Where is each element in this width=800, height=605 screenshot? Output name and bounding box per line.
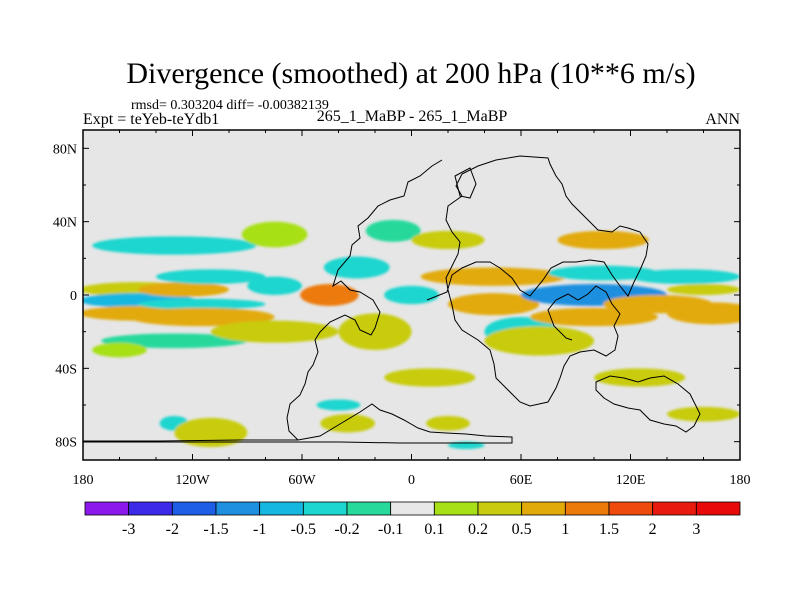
season-label: ANN [705,111,740,128]
colorbar-swatch [128,501,173,516]
colorbar-swatch [390,501,435,516]
field-region-12 [247,276,302,296]
colorbar-label: 1 [561,521,569,538]
colorbar-swatch [302,501,348,516]
y-tick-label: 0 [70,289,77,304]
field-region-9 [101,333,248,349]
coastlines [83,155,701,444]
axis-ticks: 180 120W 60W 0 60E 120E 180 80N 40N 0 40S 80S [53,130,751,488]
field-region-31 [667,284,740,295]
colorbar-label: -1 [253,521,266,538]
field-region-33 [594,368,686,387]
field-region-7 [137,298,266,310]
field-region-35 [316,399,361,411]
x-tick-label: 120E [616,473,646,488]
stats-text: rmsd= 0.303204 diff= -0.00382139 [131,98,329,113]
field-region-24 [484,326,594,356]
colorbar-swatch [84,501,130,516]
colorbar-swatch [259,501,304,516]
chart-title: Divergence (smoothed) at 200 hPa (10**6 … [126,57,695,90]
colorbar-label: -0.2 [334,521,359,538]
field-region-13 [210,320,339,343]
colorbar-swatch [433,501,479,516]
coastline-antarctica [83,403,513,444]
field-region-34 [667,406,740,422]
experiment-label: Expt = teYeb-teYdb1 [83,111,219,128]
field-region-14 [300,284,359,306]
colorbar-swatch [171,501,217,516]
x-tick-label: 0 [408,473,415,488]
field-region-4 [137,282,229,297]
field-region-11 [241,221,308,248]
colorbar: -3 -2 -1.5 -1 -0.5 -0.2 -0.1 0.1 0.2 0.5 1 1.5 2 3 [84,501,741,538]
colorbar-swatch [652,501,697,516]
field-region-40 [174,417,248,448]
colorbar-label: 0.5 [512,521,532,538]
colorbar-swatch [346,501,392,516]
y-tick-label: 80N [53,142,77,157]
x-tick-label: 60W [288,473,316,488]
colorbar-label: -3 [122,521,135,538]
field-region-36 [320,414,375,433]
y-tick-label: 40S [55,362,77,377]
x-tick-label: 60E [510,473,533,488]
colorbar-label: 0.2 [468,521,488,538]
field-region-22 [384,368,476,387]
field-region-21 [448,293,540,316]
field-region-38 [448,441,485,450]
field-region-15 [323,256,390,279]
coastline-greenland [454,167,477,199]
y-tick-label: 80S [55,436,77,451]
x-tick-label: 180 [73,473,94,488]
coastline-australia [595,375,701,433]
colorbar-label: -2 [166,521,179,538]
field-region-8 [128,307,275,327]
field-region-27 [530,307,658,327]
field-region-17 [384,285,439,305]
field-region-20 [420,267,567,286]
coastline-afroeurasia [426,155,649,407]
center-label: 265_1_MaBP - 265_1_MaBP [317,108,508,125]
field-region-37 [426,416,470,431]
colorbar-label: 1.5 [599,521,619,538]
x-tick-label: 180 [730,473,751,488]
field-region-10 [92,342,147,358]
colorbar-swatch [695,501,741,516]
field-region-19 [411,230,485,250]
field-region-32 [667,302,740,325]
field-region-28 [557,230,649,250]
coastline-americas [286,159,443,441]
field-region-6 [156,269,266,284]
field-region-16 [338,313,412,350]
colorbar-label: 3 [692,521,700,538]
colorbar-swatch [564,501,610,516]
field-layer [83,219,740,450]
colorbar-label: 0.1 [424,521,444,538]
colorbar-swatch [521,501,566,516]
colorbar-label: -0.5 [291,521,316,538]
field-region-30 [630,269,740,284]
y-tick-label: 40N [53,216,77,231]
colorbar-label: 2 [649,521,657,538]
field-region-18 [365,219,421,242]
colorbar-swatch [608,501,654,516]
field-region-5 [92,236,257,255]
x-tick-label: 120W [175,473,210,488]
colorbar-label: -1.5 [203,521,228,538]
colorbar-label: -0.1 [378,521,403,538]
colorbar-swatch [215,501,261,516]
colorbar-swatch [477,501,523,516]
